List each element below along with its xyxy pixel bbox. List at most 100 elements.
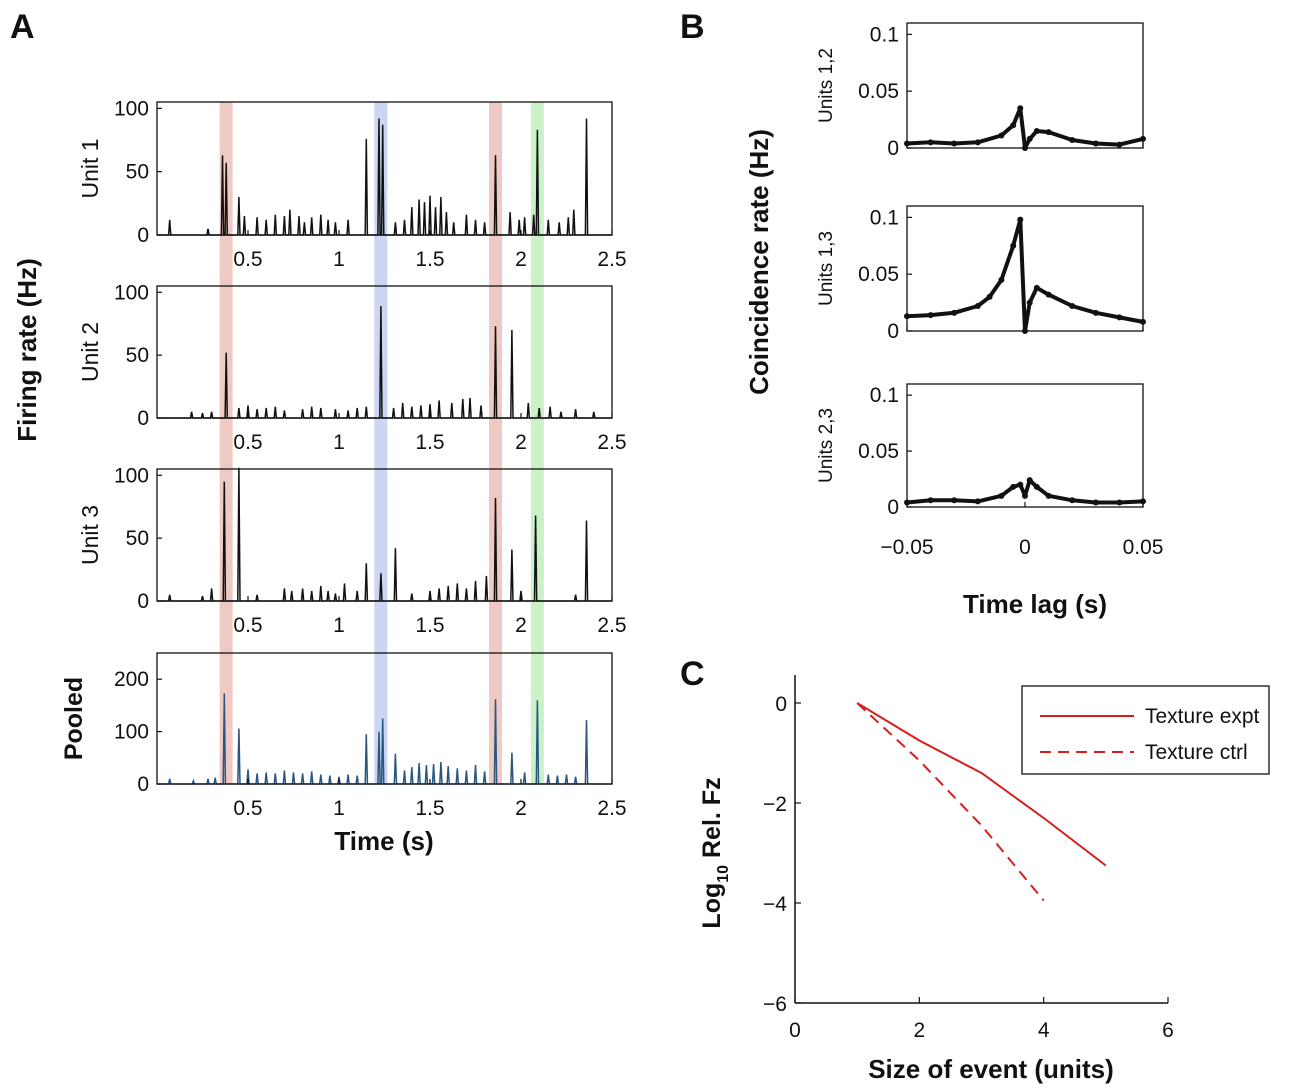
data-point-units-2-3	[1026, 477, 1033, 484]
xtick-label: 1.5	[415, 797, 444, 820]
data-point-units-1-3	[1026, 299, 1033, 306]
data-point-units-1-3	[974, 303, 981, 309]
ytick-label-units-1-3: 0	[887, 320, 899, 343]
highlight-band-1	[219, 102, 233, 784]
data-point-units-1-3	[951, 309, 958, 316]
data-point-units-1-3	[1069, 303, 1076, 309]
legend-box	[1021, 685, 1270, 775]
x-axis-label: Time (s)	[334, 826, 433, 856]
xtick-label: 1	[333, 431, 345, 454]
data-point-units-1-2	[998, 132, 1005, 139]
series-label-units-2-3: Units 2,3	[816, 408, 837, 483]
series-label-unit-3: Unit 3	[77, 505, 103, 565]
y-axis-label: Log10 Rel. Fz	[698, 777, 732, 928]
xtick-label: 0.5	[233, 797, 262, 820]
xtick-label: 1	[333, 248, 345, 271]
ytick-label-pooled: 100	[114, 721, 149, 744]
legend-label-texture-expt: Texture expt	[1145, 705, 1260, 728]
y-axis-label: Coincidence rate (Hz)	[744, 129, 774, 395]
series-label-units-1-3: Units 1,3	[816, 231, 837, 306]
data-point-units-2-3	[1022, 492, 1028, 499]
ytick-label-units-1-3: 0.1	[870, 206, 899, 229]
y-axis-label-rest: Rel. Fz	[698, 777, 726, 865]
x-axis-label: Size of event (units)	[868, 1054, 1114, 1084]
highlight-band-4	[530, 102, 544, 784]
xtick-label: 0.5	[233, 614, 262, 637]
xtick-label: 1	[333, 614, 345, 637]
xtick-label: 2	[515, 614, 527, 637]
data-point-units-1-2	[1017, 105, 1024, 112]
data-point-units-1-3	[1010, 242, 1017, 249]
ytick-label-units-2-3: 0	[887, 496, 899, 519]
ytick-label-units-1-3: 0.05	[858, 263, 899, 286]
y-axis-label-main: Log	[698, 883, 726, 929]
axes-box-unit-2	[156, 285, 613, 419]
ytick-label-unit-1: 50	[126, 161, 149, 184]
legend-label-texture-ctrl: Texture ctrl	[1145, 741, 1248, 764]
ytick-label: 0	[775, 693, 787, 716]
axes-box-unit-3	[156, 468, 613, 602]
panel-label-c: C	[680, 655, 705, 693]
data-point-units-1-3	[986, 293, 993, 300]
data-point-units-2-3	[998, 492, 1005, 499]
y-axis-label: Firing rate (Hz)	[12, 258, 42, 441]
data-point-units-1-2	[974, 139, 981, 146]
line-texture-expt	[856, 702, 1107, 867]
trace-unit-1	[157, 118, 612, 236]
data-point-units-1-2	[1045, 129, 1052, 136]
ytick-label-unit-2: 0	[137, 407, 149, 430]
data-point-units-2-3	[1017, 481, 1024, 488]
xtick-label: 0	[789, 1019, 801, 1042]
ytick-label-unit-3: 100	[114, 464, 149, 487]
ytick-label-unit-2: 50	[126, 344, 149, 367]
data-point-units-1-3	[927, 312, 934, 319]
ytick-label-unit-1: 100	[114, 97, 149, 120]
axes-box-pooled	[156, 652, 613, 785]
xtick-label: −0.05	[880, 536, 933, 559]
line-texture-ctrl	[856, 702, 1045, 902]
ytick-label-pooled: 200	[114, 668, 149, 691]
series-label-unit-1: Unit 1	[77, 138, 103, 198]
ytick-label-units-1-2: 0.05	[858, 80, 899, 103]
ytick-label-unit-2: 100	[114, 281, 149, 304]
xtick-label: 2.5	[597, 431, 626, 454]
ytick-label-pooled: 0	[137, 773, 149, 796]
highlight-band-2	[374, 102, 388, 784]
data-point-units-1-2	[927, 139, 934, 146]
data-point-units-1-3	[1045, 291, 1052, 298]
data-point-units-1-2	[1116, 141, 1123, 148]
xtick-label: 2.5	[597, 797, 626, 820]
data-point-units-1-3	[1116, 314, 1123, 321]
data-point-units-2-3	[1069, 497, 1076, 504]
axes-box-units-2-3	[906, 383, 1144, 508]
ytick-label-units-2-3: 0.1	[870, 384, 899, 407]
data-point-units-1-2	[1092, 140, 1099, 147]
data-point-units-1-2	[1026, 135, 1033, 142]
xtick-label: 2	[515, 431, 527, 454]
data-point-units-1-3	[1033, 284, 1040, 291]
xtick-label: 0.5	[233, 431, 262, 454]
series-label-pooled: Pooled	[60, 677, 88, 760]
data-point-units-1-2	[951, 140, 958, 147]
panel-label-b: B	[680, 8, 705, 46]
data-point-units-2-3	[951, 497, 958, 504]
xtick-label: 2	[515, 248, 527, 271]
trace-units-1-2	[906, 106, 1144, 150]
data-point-units-1-2	[1069, 137, 1076, 144]
panel-b-chart: 0 0.05 0.1 Units 1,2 0 0.05 0.1 Units 1,3 0 0.05 0…	[744, 22, 1163, 619]
trace-units-1-3	[906, 217, 1144, 333]
x-axis-label: Time lag (s)	[963, 589, 1107, 619]
y-axis-label-subscript: 10	[715, 865, 732, 883]
ytick-label-units-2-3: 0.05	[858, 440, 899, 463]
axes-box-unit-1	[156, 101, 613, 236]
ytick-label-units-1-2: 0.1	[870, 23, 899, 46]
trace-units-2-3	[906, 478, 1144, 505]
ytick-label: −2	[763, 793, 787, 816]
ytick-label-unit-3: 0	[137, 590, 149, 613]
xtick-label: 0	[1019, 536, 1031, 559]
ytick-label-unit-1: 0	[137, 224, 149, 247]
xtick-label: 2	[515, 797, 527, 820]
